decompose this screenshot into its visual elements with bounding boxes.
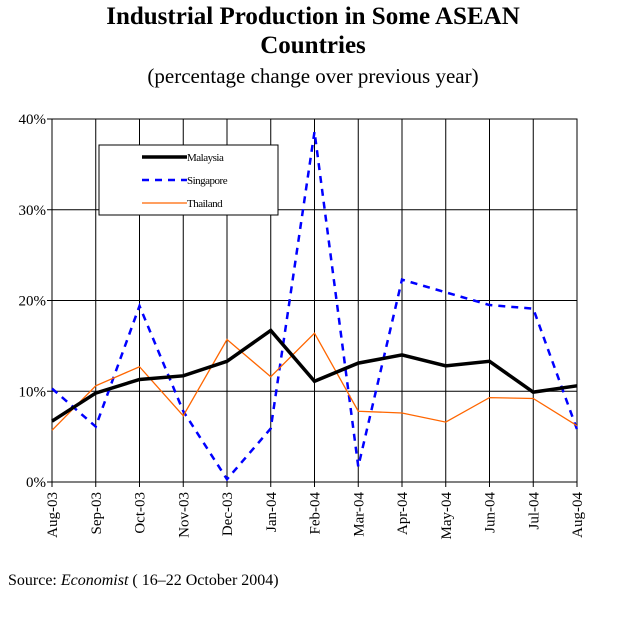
source-suffix: ( 16–22 October 2004) (128, 572, 279, 589)
x-tick-label: Aug-03 (45, 492, 61, 538)
source-publication: Economist (60, 572, 129, 589)
series-line-thailand (51, 332, 578, 431)
source-note: Source: Economist ( 16–22 October 2004) (8, 571, 279, 591)
legend-box (98, 144, 279, 216)
y-tick-label: 30% (19, 203, 47, 219)
chart-title-line1: Industrial Production in Some ASEAN (106, 3, 520, 30)
x-tick-label: Jul-04 (526, 492, 542, 530)
source-prefix: Source: (8, 572, 61, 589)
x-tick-label: Sep-03 (89, 492, 105, 535)
legend-label-thailand: Thailand (187, 198, 223, 210)
chart-title-line2: Countries (260, 32, 366, 59)
x-tick-label: Feb-04 (308, 492, 324, 535)
x-tick-label: Nov-03 (176, 492, 192, 538)
x-tick-label: Oct-03 (133, 492, 149, 534)
y-tick-label: 20% (19, 294, 47, 310)
y-tick-label: 10% (19, 384, 47, 400)
series-line-malaysia (51, 328, 578, 423)
x-tick-label: Mar-04 (351, 492, 367, 537)
chart-subtitle: (percentage change over previous year) (147, 64, 479, 88)
x-tick-label: Aug-04 (570, 492, 586, 538)
x-tick-label: May-04 (439, 492, 455, 540)
plot-area (51, 118, 578, 483)
x-tick-label: Jan-04 (264, 492, 280, 532)
y-tick-label: 40% (19, 112, 47, 128)
x-tick-label: Dec-03 (220, 492, 236, 536)
x-tick-label: Jun-04 (483, 492, 499, 533)
line-chart: 0% 10% 20% 30% 40% Aug-03 Sep-03 Oct-03 Nov-03 De… (19, 112, 587, 540)
legend-label-malaysia: Malaysia (187, 152, 224, 164)
series-line-singapore (51, 131, 579, 482)
y-tick-label: 0% (26, 475, 46, 491)
legend-label-singapore: Singapore (187, 175, 228, 187)
x-tick-label: Apr-04 (395, 492, 411, 536)
